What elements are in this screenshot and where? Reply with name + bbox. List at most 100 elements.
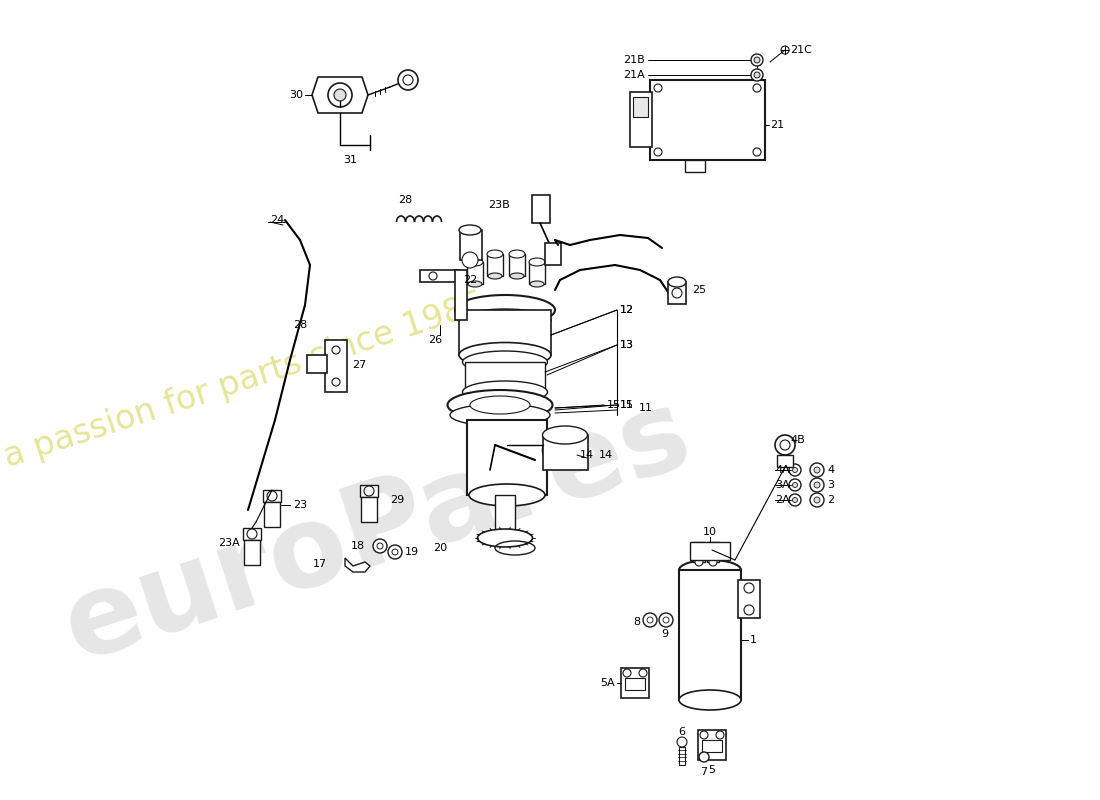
Ellipse shape [470,396,530,414]
Ellipse shape [542,426,587,444]
Polygon shape [345,558,370,572]
Bar [361,497,377,522]
Ellipse shape [462,381,548,403]
Circle shape [695,558,703,566]
Ellipse shape [530,281,544,287]
Ellipse shape [455,295,556,325]
Circle shape [332,378,340,386]
Bar [455,270,468,320]
Circle shape [698,752,710,762]
Ellipse shape [459,309,551,331]
Bar [668,282,686,304]
Bar [264,502,280,527]
Circle shape [328,83,352,107]
Circle shape [789,464,801,476]
Text: 13: 13 [620,340,634,350]
Ellipse shape [509,250,525,258]
Circle shape [623,669,631,677]
Text: 23B: 23B [488,200,510,210]
Circle shape [810,463,824,477]
Bar [487,254,503,276]
Text: 23A: 23A [218,538,240,548]
Text: 4A: 4A [776,465,790,475]
Circle shape [364,486,374,496]
Circle shape [676,737,688,747]
Text: euroPares: euroPares [50,377,704,683]
Bar [690,542,730,560]
Circle shape [754,57,760,63]
Bar [625,678,645,690]
Bar [544,243,561,265]
Circle shape [377,543,383,549]
Text: 13: 13 [620,340,634,350]
Ellipse shape [488,273,502,279]
Text: 12: 12 [620,305,634,315]
Text: 6: 6 [679,727,685,737]
Text: 11: 11 [620,400,634,410]
Circle shape [716,731,724,739]
Circle shape [663,617,669,623]
Text: 31: 31 [343,155,358,165]
Circle shape [388,545,401,559]
Circle shape [754,72,760,78]
Text: 28: 28 [398,195,412,205]
Circle shape [654,84,662,92]
Circle shape [373,539,387,553]
Bar [263,490,280,502]
Circle shape [792,467,798,473]
Text: 3A: 3A [776,480,790,490]
Circle shape [814,467,820,473]
Circle shape [792,498,798,502]
Bar [509,254,525,276]
Bar [621,668,649,698]
Circle shape [267,491,277,501]
Bar [532,195,550,223]
Bar [702,740,722,752]
Circle shape [744,583,754,593]
Text: 23: 23 [293,500,307,510]
Bar [707,542,719,562]
Ellipse shape [459,225,481,235]
Circle shape [700,731,708,739]
Text: 5: 5 [708,765,715,775]
Ellipse shape [477,529,532,547]
Bar [630,92,652,147]
Bar [459,310,551,355]
Bar [307,355,327,373]
Ellipse shape [487,250,503,258]
Text: 15: 15 [620,400,634,410]
Circle shape [659,613,673,627]
Text: 21A: 21A [624,70,645,80]
Text: 21B: 21B [624,55,645,65]
Circle shape [647,617,653,623]
Ellipse shape [668,277,686,287]
Ellipse shape [448,390,552,420]
Text: 2: 2 [827,495,834,505]
Circle shape [654,148,662,156]
Text: 22: 22 [463,275,477,285]
Text: 21C: 21C [790,45,812,55]
Bar [420,270,460,282]
Ellipse shape [679,560,741,580]
Bar [543,435,588,470]
Text: 4: 4 [827,465,834,475]
Circle shape [754,148,761,156]
Text: 9: 9 [661,629,669,639]
Bar [650,80,764,160]
Text: 15: 15 [607,400,621,410]
Circle shape [332,346,340,354]
Circle shape [639,669,647,677]
Text: 3: 3 [827,480,834,490]
Circle shape [644,613,657,627]
Ellipse shape [542,433,587,467]
Text: 30: 30 [289,90,302,100]
Bar [693,542,705,562]
Circle shape [780,440,790,450]
Bar [468,420,547,495]
Ellipse shape [450,404,550,426]
Bar [529,262,544,284]
Text: 17: 17 [312,559,327,569]
Bar [465,362,544,392]
Text: 18: 18 [351,541,365,551]
Circle shape [789,494,801,506]
